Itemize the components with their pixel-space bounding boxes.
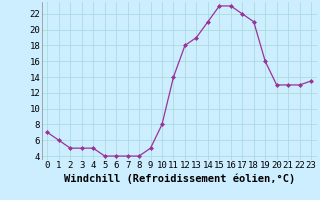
X-axis label: Windchill (Refroidissement éolien,°C): Windchill (Refroidissement éolien,°C) (64, 173, 295, 184)
